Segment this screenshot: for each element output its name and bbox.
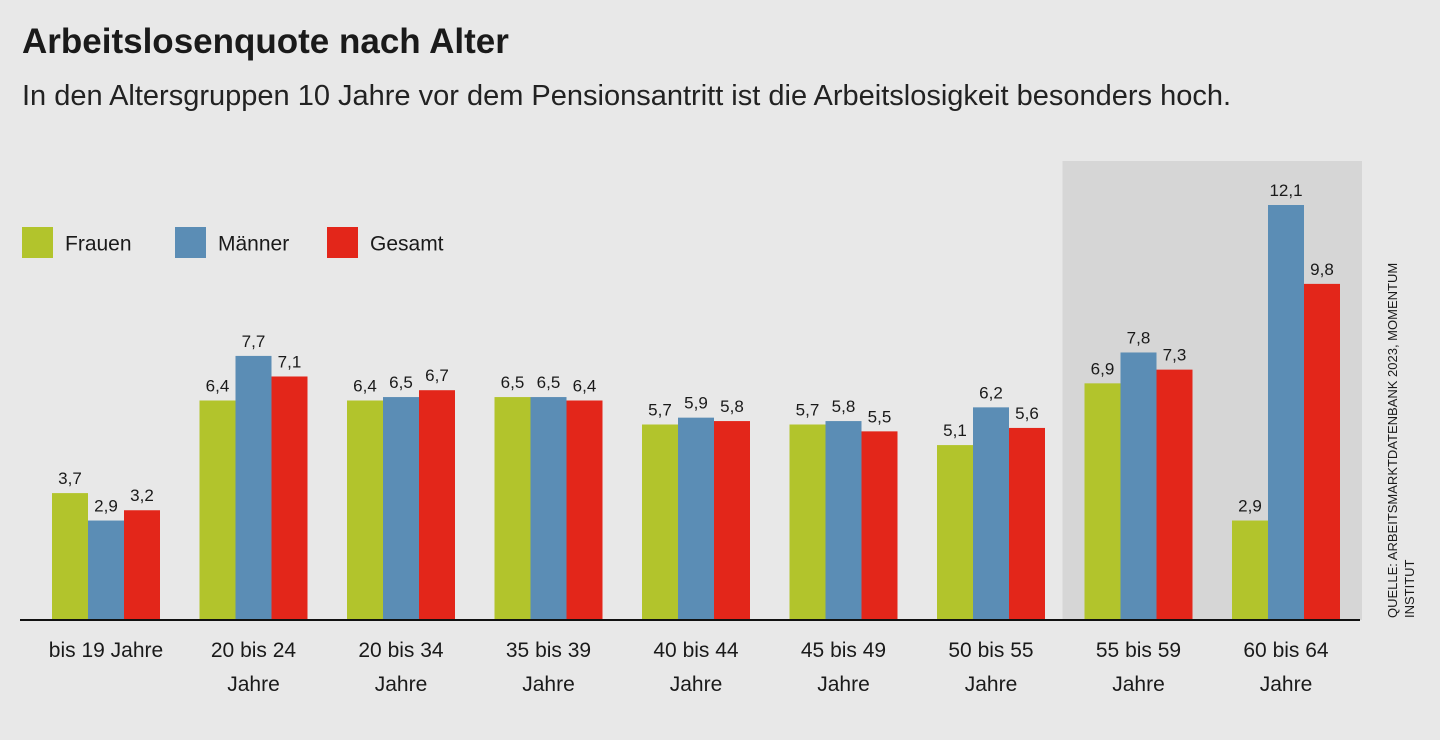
bar-2-2 — [419, 390, 455, 620]
data-label-6-0: 5,1 — [943, 421, 967, 440]
bar-4-1 — [678, 417, 714, 620]
category-label-3-1: Jahre — [522, 673, 575, 696]
bar-6-2 — [1009, 427, 1045, 620]
bar-8-2 — [1304, 283, 1340, 620]
bar-6-1 — [973, 407, 1009, 620]
legend-label-0: Frauen — [65, 233, 132, 256]
chart-subtitle: In den Altersgruppen 10 Jahre vor dem Pe… — [22, 80, 1232, 112]
data-label-1-2: 7,1 — [278, 352, 302, 371]
bar-1-2 — [271, 376, 308, 620]
bar-3-0 — [494, 397, 531, 620]
data-label-3-0: 6,5 — [501, 373, 525, 392]
data-label-4-1: 5,9 — [684, 394, 708, 413]
data-label-8-0: 2,9 — [1238, 497, 1262, 516]
category-label-4-0: 40 bis 44 — [653, 639, 739, 662]
bar-7-0 — [1084, 383, 1121, 620]
data-label-8-2: 9,8 — [1310, 260, 1334, 279]
data-label-5-2: 5,5 — [868, 407, 892, 426]
legend-label-2: Gesamt — [370, 233, 444, 256]
bar-4-0 — [642, 424, 678, 620]
bar-3-1 — [530, 397, 567, 620]
bar-5-1 — [825, 421, 862, 620]
data-label-2-0: 6,4 — [353, 376, 377, 395]
data-label-5-1: 5,8 — [832, 397, 856, 416]
data-label-4-0: 5,7 — [648, 401, 672, 420]
legend-label-1: Männer — [218, 233, 289, 256]
category-label-7-0: 55 bis 59 — [1096, 639, 1181, 662]
data-label-0-0: 3,7 — [58, 469, 82, 488]
data-label-4-2: 5,8 — [720, 397, 744, 416]
chart-title: Arbeitslosenquote nach Alter — [22, 22, 509, 61]
data-label-6-2: 5,6 — [1015, 404, 1039, 423]
data-label-2-2: 6,7 — [425, 366, 449, 385]
bar-1-1 — [235, 355, 272, 620]
data-label-3-2: 6,4 — [573, 376, 597, 395]
category-label-6-0: 50 bis 55 — [948, 639, 1033, 662]
data-label-2-1: 6,5 — [389, 373, 413, 392]
bar-8-1 — [1268, 205, 1304, 620]
data-label-0-2: 3,2 — [130, 486, 154, 505]
bar-5-0 — [789, 424, 826, 620]
category-label-1-1: Jahre — [227, 673, 280, 696]
data-label-1-1: 7,7 — [242, 332, 266, 351]
bar-0-1 — [88, 520, 124, 620]
data-label-8-1: 12,1 — [1269, 181, 1302, 200]
data-label-7-0: 6,9 — [1091, 359, 1115, 378]
source-label-1: INSTITUT — [1402, 559, 1417, 618]
legend-swatch-1 — [175, 227, 206, 258]
category-label-8-0: 60 bis 64 — [1243, 639, 1329, 662]
category-label-5-0: 45 bis 49 — [801, 639, 886, 662]
bar-7-1 — [1120, 352, 1157, 620]
data-label-0-1: 2,9 — [94, 497, 118, 516]
category-label-3-0: 35 bis 39 — [506, 639, 591, 662]
bar-1-0 — [199, 400, 236, 620]
bar-2-1 — [383, 397, 419, 620]
category-label-2-0: 20 bis 34 — [358, 639, 444, 662]
bar-6-0 — [937, 445, 973, 620]
data-label-7-2: 7,3 — [1163, 346, 1187, 365]
data-label-3-1: 6,5 — [537, 373, 561, 392]
category-label-7-1: Jahre — [1112, 673, 1165, 696]
category-label-2-1: Jahre — [375, 673, 428, 696]
legend-swatch-2 — [327, 227, 358, 258]
data-label-6-1: 6,2 — [979, 383, 1003, 402]
category-label-6-1: Jahre — [965, 673, 1018, 696]
source-label-0: QUELLE: ARBEITSMARKTDATENBANK 2023, MOME… — [1385, 263, 1400, 618]
bar-7-2 — [1156, 369, 1193, 620]
category-label-8-1: Jahre — [1260, 673, 1313, 696]
bar-0-0 — [52, 493, 88, 620]
bar-2-0 — [347, 400, 383, 620]
category-label-1-0: 20 bis 24 — [211, 639, 297, 662]
data-label-5-0: 5,7 — [796, 401, 820, 420]
bar-0-2 — [124, 510, 160, 620]
bar-3-2 — [566, 400, 603, 620]
category-label-5-1: Jahre — [817, 673, 870, 696]
category-label-4-1: Jahre — [670, 673, 723, 696]
data-label-7-1: 7,8 — [1127, 328, 1151, 347]
legend-swatch-0 — [22, 227, 53, 258]
category-label-0-0: bis 19 Jahre — [49, 639, 163, 662]
bar-4-2 — [714, 421, 750, 620]
bar-8-0 — [1232, 520, 1268, 620]
data-label-1-0: 6,4 — [206, 376, 230, 395]
bar-5-2 — [861, 431, 898, 620]
